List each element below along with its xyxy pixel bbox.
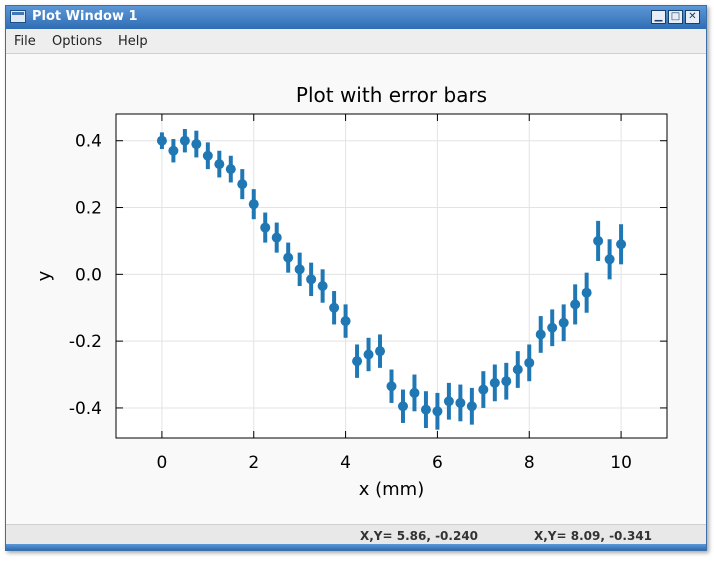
- data-point: [570, 299, 581, 310]
- data-point: [363, 349, 374, 360]
- data-point: [237, 179, 248, 190]
- data-point: [604, 254, 615, 265]
- data-point: [168, 145, 179, 156]
- data-point: [478, 384, 489, 395]
- data-point: [306, 274, 317, 285]
- minimize-button[interactable]: ▁: [651, 10, 666, 24]
- data-point: [535, 329, 546, 340]
- y-tick-label: -0.4: [69, 399, 102, 419]
- data-series: [156, 129, 627, 430]
- y-tick-label: -0.2: [69, 332, 102, 352]
- data-point: [547, 322, 558, 333]
- data-point: [202, 150, 213, 161]
- menu-help[interactable]: Help: [118, 34, 148, 49]
- data-point: [329, 302, 340, 313]
- y-tick-label: 0.2: [75, 199, 102, 219]
- data-point: [501, 376, 512, 387]
- data-point: [512, 364, 523, 375]
- menu-file[interactable]: File: [14, 34, 36, 49]
- cursor-coords-right: X,Y= 8.09, -0.341: [534, 529, 653, 543]
- data-point: [352, 356, 363, 367]
- data-point: [409, 387, 420, 398]
- data-point: [283, 252, 294, 263]
- x-axis-label: x (mm): [359, 479, 425, 500]
- data-point: [179, 135, 190, 146]
- data-point: [397, 401, 408, 412]
- y-tick-label: 0.0: [75, 265, 102, 285]
- data-point: [558, 317, 569, 328]
- data-point: [156, 135, 167, 146]
- cursor-coords-left: X,Y= 5.86, -0.240: [360, 529, 479, 543]
- data-point: [340, 316, 351, 327]
- maximize-button[interactable]: □: [668, 10, 683, 24]
- menu-options[interactable]: Options: [52, 34, 103, 49]
- title-bar[interactable]: Plot Window 1 ▁ □ ✕: [6, 6, 706, 29]
- data-point: [317, 281, 328, 292]
- plot-window: Plot Window 1 ▁ □ ✕ File Options Help 0 2…: [5, 5, 707, 551]
- x-tick-label: 4: [340, 453, 351, 473]
- y-tick-label: 0.4: [75, 132, 102, 152]
- x-tick-label: 2: [248, 453, 259, 473]
- y-axis-label: y: [34, 270, 55, 281]
- data-point: [225, 164, 236, 175]
- menu-bar: File Options Help: [6, 29, 706, 54]
- status-bar: X,Y= 5.86, -0.240 X,Y= 8.09, -0.341: [6, 524, 706, 547]
- window-bottom-border: [6, 544, 706, 550]
- data-point: [375, 346, 386, 357]
- window-title: Plot Window 1: [32, 9, 138, 24]
- data-point: [432, 406, 443, 417]
- data-point: [455, 397, 466, 408]
- window-app-icon[interactable]: [10, 10, 26, 23]
- plot-chart[interactable]: 0 2 4 6 8 10 0.4 0.2 0.0 -0.2 -0.4 Plot with error…: [6, 54, 706, 524]
- x-tick-label: 10: [610, 453, 632, 473]
- x-tick-label: 6: [432, 453, 443, 473]
- data-point: [191, 139, 202, 150]
- data-point: [386, 381, 397, 392]
- data-point: [294, 264, 305, 275]
- axes-frame: [115, 113, 668, 439]
- data-point: [489, 377, 500, 388]
- data-point: [616, 239, 627, 250]
- data-point: [443, 396, 454, 407]
- x-tick-label: 0: [157, 453, 168, 473]
- data-point: [593, 235, 604, 246]
- data-point: [581, 287, 592, 298]
- plot-canvas-area[interactable]: 0 2 4 6 8 10 0.4 0.2 0.0 -0.2 -0.4 Plot with error…: [6, 54, 706, 524]
- data-point: [420, 404, 431, 415]
- data-point: [466, 401, 477, 412]
- chart-title: Plot with error bars: [296, 83, 487, 107]
- data-point: [524, 357, 535, 368]
- close-button[interactable]: ✕: [685, 10, 700, 24]
- data-point: [260, 222, 271, 233]
- x-tick-label: 8: [524, 453, 535, 473]
- axis-ticks: 0 2 4 6 8 10 0.4 0.2 0.0 -0.2 -0.4: [69, 114, 667, 473]
- data-point: [248, 199, 259, 210]
- data-point: [271, 232, 282, 243]
- data-point: [214, 159, 225, 170]
